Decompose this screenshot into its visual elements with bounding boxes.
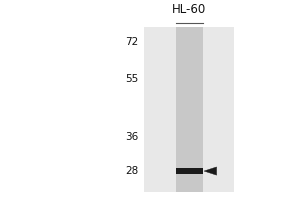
Polygon shape xyxy=(204,167,217,175)
Text: 36: 36 xyxy=(125,132,138,142)
Text: 72: 72 xyxy=(125,37,138,47)
Bar xyxy=(176,27,203,192)
Text: 55: 55 xyxy=(125,74,138,84)
Text: HL-60: HL-60 xyxy=(172,3,206,16)
Text: 28: 28 xyxy=(125,166,138,176)
Bar xyxy=(144,27,234,192)
Bar xyxy=(176,168,203,174)
